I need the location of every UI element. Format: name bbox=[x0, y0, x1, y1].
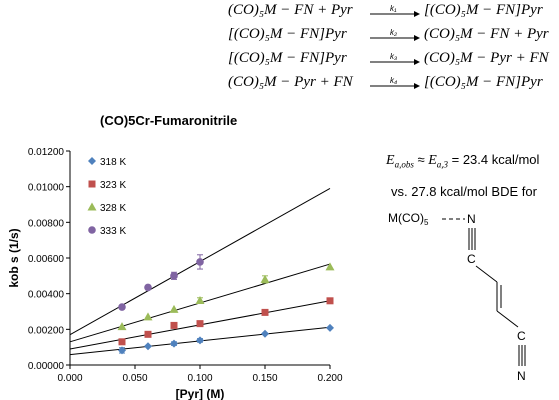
y-tick-label: 0.00400 bbox=[28, 290, 65, 301]
equation-lhs: [(CO)₅M − FN]Pyr bbox=[228, 50, 347, 66]
data-point bbox=[260, 274, 270, 283]
metal-label: M(CO)5 bbox=[388, 211, 429, 227]
data-point bbox=[117, 322, 127, 331]
reaction-arrow: k₄ bbox=[370, 76, 420, 89]
equation-row: (CO)₅M − Pyr + FN k₄ [(CO)₅M − FN]Pyr bbox=[228, 74, 556, 98]
data-point bbox=[170, 339, 178, 348]
y-tick-label: 0.00800 bbox=[28, 218, 65, 229]
c-top-label: C bbox=[467, 252, 476, 266]
x-tick-label: 0.000 bbox=[57, 373, 82, 384]
ea3-symbol: E bbox=[428, 153, 437, 168]
rate-equations: (CO)₅M − FN + Pyr k₁ [(CO)₅M − FN]Pyr [(CO)… bbox=[228, 2, 556, 98]
legend-label: 333 K bbox=[100, 226, 126, 237]
chart-title: (CO)5Cr-Fumaronitrile bbox=[100, 113, 238, 128]
equation-rhs: [(CO)₅M − FN]Pyr bbox=[424, 2, 543, 18]
fumaronitrile-structure: M(CO)5 N C C N bbox=[388, 211, 526, 383]
data-point bbox=[261, 308, 269, 316]
data-point bbox=[144, 342, 152, 351]
equation-lhs: (CO)₅M − Pyr + FN bbox=[228, 74, 353, 90]
c-bottom-label: C bbox=[517, 329, 526, 343]
equation-rhs: (CO)₅M − FN + Pyr bbox=[424, 26, 549, 42]
data-point bbox=[170, 321, 178, 329]
equation-rhs: (CO)₅M − Pyr + FN bbox=[424, 50, 549, 66]
rate-constant: k₁ bbox=[390, 4, 397, 13]
legend-marker bbox=[88, 157, 96, 165]
n-top-label: N bbox=[467, 212, 476, 226]
legend-label: 318 K bbox=[100, 157, 126, 168]
legend-marker bbox=[88, 180, 96, 188]
legend-label: 328 K bbox=[100, 203, 126, 214]
x-tick-label: 0.200 bbox=[317, 373, 342, 384]
ea-value: = 23.4 kcal/mol bbox=[448, 152, 540, 167]
equation-rhs: [(CO)₅M − FN]Pyr bbox=[424, 74, 543, 90]
y-tick-label: 0.01000 bbox=[28, 183, 65, 194]
y-tick-label: 0.00000 bbox=[28, 361, 65, 372]
data-point bbox=[326, 297, 334, 305]
data-point bbox=[144, 330, 152, 338]
n-bottom-label: N bbox=[517, 369, 526, 383]
y-tick-label: 0.01200 bbox=[28, 147, 65, 158]
single-bond-bottom bbox=[496, 310, 519, 328]
activation-energy-note: Ea,obs ≈ Ea,3 = 23.4 kcal/mol bbox=[386, 152, 539, 170]
data-point bbox=[195, 295, 205, 304]
equation-lhs: [(CO)₅M − FN]Pyr bbox=[228, 26, 347, 42]
ea-obs-subscript: a,obs bbox=[394, 159, 414, 170]
reaction-arrow: k₂ bbox=[370, 28, 420, 41]
data-point bbox=[261, 329, 269, 338]
legend-marker bbox=[88, 226, 96, 234]
rate-constant: k₃ bbox=[390, 52, 397, 61]
reaction-arrow: k₁ bbox=[370, 4, 420, 17]
approx-sign: ≈ bbox=[413, 152, 429, 167]
equation-row: (CO)₅M − FN + Pyr k₁ [(CO)₅M − FN]Pyr bbox=[228, 2, 556, 26]
data-point bbox=[325, 262, 335, 271]
data-point bbox=[144, 283, 152, 292]
y-axis-label: kob s (1/s) bbox=[7, 228, 21, 287]
x-tick-label: 0.050 bbox=[122, 373, 147, 384]
legend-marker bbox=[87, 202, 97, 211]
y-tick-label: 0.00600 bbox=[28, 254, 65, 265]
equation-row: [(CO)₅M − FN]Pyr k₃ (CO)₅M − Pyr + FN bbox=[228, 50, 556, 74]
y-tick-label: 0.00200 bbox=[28, 325, 65, 336]
single-bond-top bbox=[475, 265, 498, 283]
data-point bbox=[118, 346, 126, 355]
ea-obs-symbol: E bbox=[386, 153, 395, 168]
data-point bbox=[326, 323, 334, 332]
data-point bbox=[169, 304, 179, 313]
data-point bbox=[143, 312, 153, 321]
data-point bbox=[196, 336, 204, 345]
data-point bbox=[118, 303, 126, 311]
equation-lhs: (CO)₅M − FN + Pyr bbox=[228, 2, 353, 18]
data-point bbox=[170, 272, 178, 280]
bde-note: vs. 27.8 kcal/mol BDE for bbox=[391, 184, 537, 199]
data-point bbox=[196, 320, 204, 328]
x-tick-label: 0.150 bbox=[252, 373, 277, 384]
data-point bbox=[196, 258, 204, 266]
reaction-arrow: k₃ bbox=[370, 52, 420, 65]
legend-label: 323 K bbox=[100, 180, 126, 191]
rate-constant: k₄ bbox=[390, 76, 397, 85]
equation-row: [(CO)₅M − FN]Pyr k₂ (CO)₅M − FN + Pyr bbox=[228, 26, 556, 50]
ea3-subscript: a,3 bbox=[436, 159, 448, 170]
data-point bbox=[118, 338, 126, 346]
x-tick-label: 0.100 bbox=[187, 373, 212, 384]
x-axis-label: [Pyr] (M) bbox=[176, 387, 225, 400]
rate-constant: k₂ bbox=[390, 28, 397, 37]
